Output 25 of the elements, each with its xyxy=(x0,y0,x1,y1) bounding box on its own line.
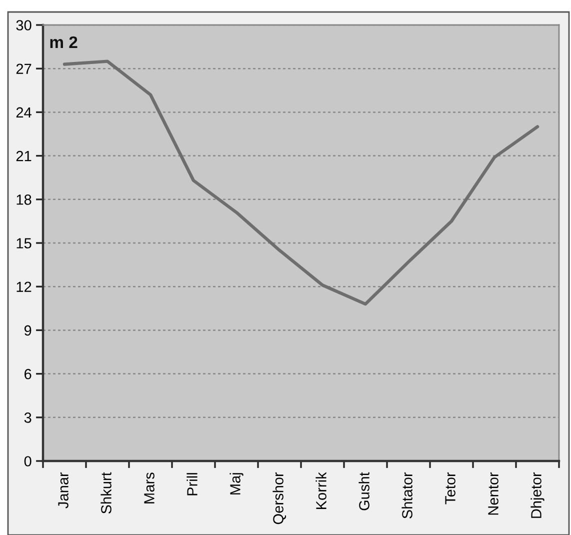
y-tick-label: 6 xyxy=(24,368,32,380)
y-tick-label: 12 xyxy=(16,282,32,292)
y-tick-label: 30 xyxy=(16,20,32,30)
y-tick-label: 3 xyxy=(24,412,32,423)
line-series xyxy=(62,60,540,306)
x-tick-label: Shkurt xyxy=(100,472,112,514)
x-tick-label: Maj xyxy=(230,473,244,494)
y-tick-label: 18 xyxy=(16,194,32,205)
x-tick-label: Shtator xyxy=(402,472,412,518)
x-tick-label: Qershor xyxy=(272,472,286,524)
y-tick-label: 24 xyxy=(16,107,32,118)
y-tick-label: 15 xyxy=(16,238,32,248)
x-tick-label: Korrik xyxy=(316,472,326,509)
x-tick-label: Dhjetor xyxy=(530,472,544,518)
y-tick-label: 9 xyxy=(24,325,32,336)
y-axis-title: m 2 xyxy=(50,36,78,48)
x-tick-label: Prill xyxy=(186,473,198,496)
y-tick-label: 0 xyxy=(24,456,32,466)
x-tick-label: Mars xyxy=(144,472,154,504)
x-tick-label: Tetor xyxy=(445,472,456,504)
y-tick-label: 21 xyxy=(16,150,32,162)
y-tick-label: 27 xyxy=(16,64,32,74)
x-tick-label: Janar xyxy=(58,472,68,508)
x-tick-label: Nentor xyxy=(488,472,498,515)
x-tick-label: Gusht xyxy=(358,472,370,510)
